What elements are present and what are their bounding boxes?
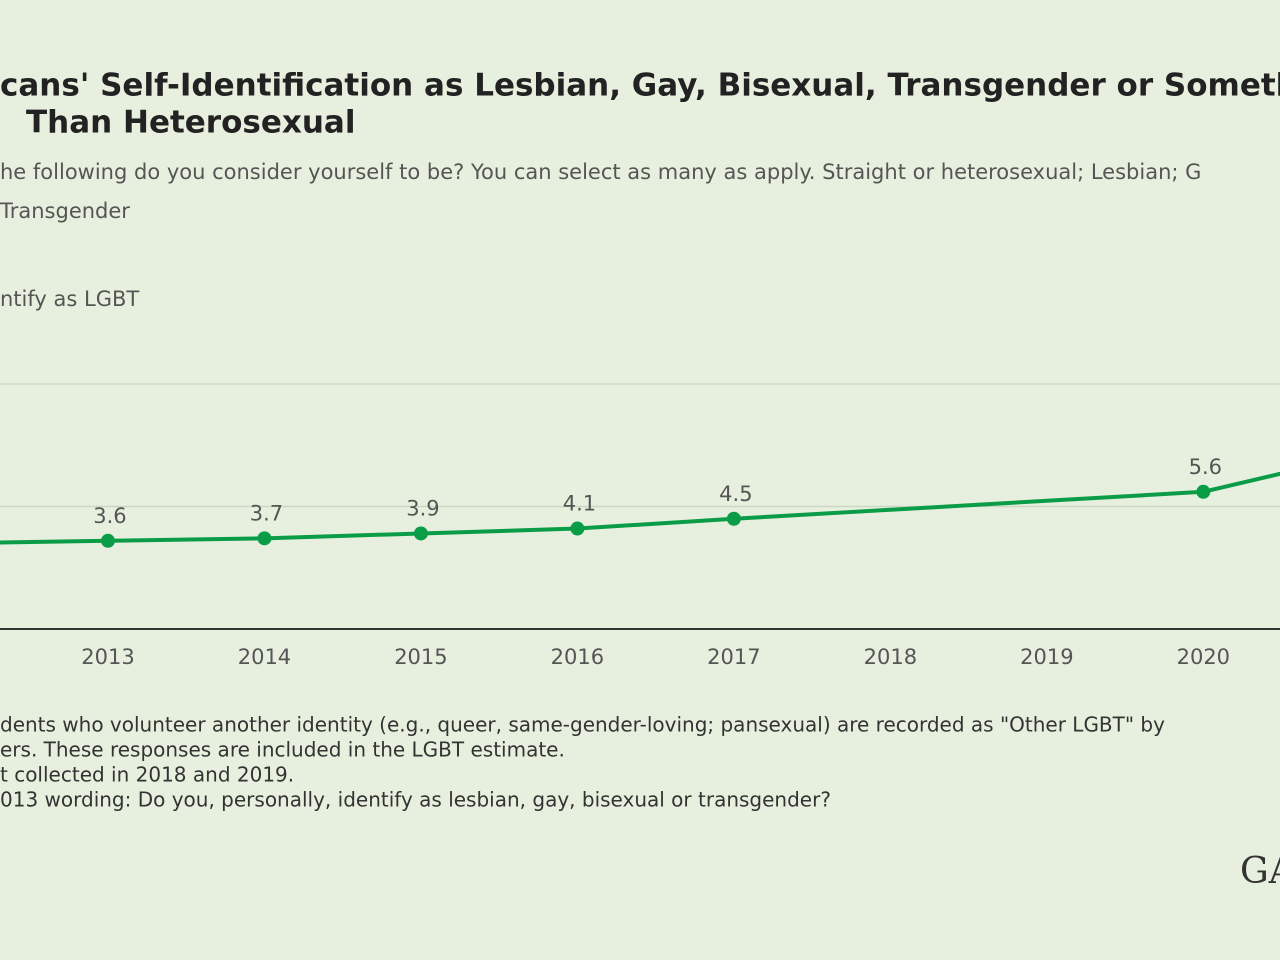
data-label: 3.6 (93, 504, 126, 528)
data-point (100, 533, 115, 548)
footnote: dents who volunteer another identity (e.… (0, 713, 1165, 737)
chart-subtitle: he following do you consider yourself to… (0, 160, 1201, 184)
x-tick-label: 2016 (551, 645, 604, 669)
data-label: 3.9 (406, 496, 439, 520)
data-label: 4.1 (563, 492, 596, 516)
footnote: ers. These responses are included in the… (0, 738, 565, 762)
chart-title: Than Heterosexual (26, 105, 355, 141)
x-tick-label: 2020 (1177, 645, 1230, 669)
y-axis-label: ntify as LGBT (0, 287, 139, 311)
x-tick-label: 2013 (81, 645, 134, 669)
x-tick-label: 2019 (1020, 645, 1073, 669)
data-point (257, 531, 272, 546)
line (0, 471, 1280, 545)
logo: GA (1240, 851, 1280, 892)
chart-title: cans' Self-Identification as Lesbian, Ga… (0, 68, 1280, 104)
data-point (413, 526, 428, 541)
data-label: 3.7 (250, 501, 283, 525)
chart-subtitle: Transgender (0, 199, 130, 223)
data-point (1196, 484, 1211, 499)
data-label: 5.6 (1189, 455, 1222, 479)
footnote: 013 wording: Do you, personally, identif… (0, 788, 831, 812)
x-tick-label: 2014 (238, 645, 291, 669)
footnote: t collected in 2018 and 2019. (0, 763, 294, 787)
x-tick-label: 2015 (394, 645, 447, 669)
x-tick-label: 2017 (707, 645, 760, 669)
data-label: 4.5 (719, 482, 752, 506)
data-point (726, 511, 741, 526)
data-point (570, 521, 585, 536)
x-tick-label: 2018 (864, 645, 917, 669)
